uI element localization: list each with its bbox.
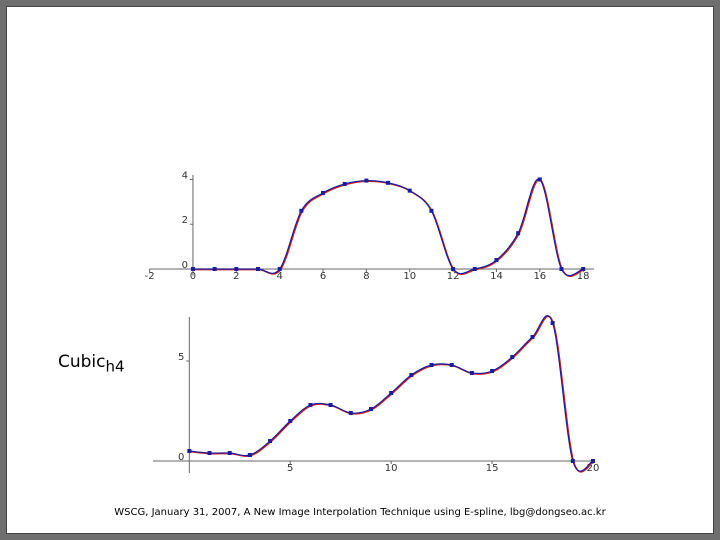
x-tick-label: 0 — [190, 271, 196, 282]
sample-point — [559, 266, 564, 271]
x-tick-label: 12 — [447, 271, 460, 282]
x-tick-label: 16 — [533, 271, 546, 282]
x-tick-label: 5 — [287, 463, 293, 474]
label-subscript: h4 — [105, 357, 125, 376]
y-tick-label: 0 — [182, 260, 188, 271]
x-tick-label: -2 — [145, 271, 155, 282]
slide-body — [6, 6, 714, 534]
sample-point — [451, 266, 456, 271]
sample-point — [407, 188, 412, 193]
interp-fit — [193, 179, 585, 277]
x-tick-label: 20 — [587, 463, 600, 474]
sample-point — [308, 403, 313, 407]
sample-point — [190, 266, 195, 271]
sample-point — [472, 266, 477, 271]
sample-point — [516, 231, 521, 236]
sample-point — [368, 407, 373, 411]
sample-point — [591, 459, 595, 463]
sample-point — [255, 266, 260, 271]
sample-point — [429, 363, 434, 367]
sample-point — [247, 453, 252, 457]
sample-point — [409, 373, 414, 377]
x-tick-label: 18 — [577, 271, 590, 282]
sample-point — [389, 391, 394, 395]
x-tick-label: 6 — [320, 271, 326, 282]
x-tick-label: 2 — [233, 271, 239, 282]
y-tick-label: 4 — [182, 170, 188, 181]
sample-point — [342, 181, 347, 186]
footer: WSCG, January 31, 2007, A New Image Inte… — [114, 507, 606, 518]
sample-point — [530, 335, 535, 339]
sample-point — [187, 449, 192, 453]
sample-point — [570, 459, 575, 463]
sample-point — [207, 451, 212, 455]
y-tick-label: 2 — [182, 215, 188, 226]
sample-point — [212, 266, 217, 271]
x-tick-label: 4 — [276, 271, 282, 282]
sample-point — [490, 369, 495, 373]
x-tick-label: 10 — [403, 271, 416, 282]
x-tick-label: 8 — [363, 271, 369, 282]
label-text: Cubic — [58, 352, 106, 372]
sample-point — [268, 439, 273, 443]
y-tick-label: 0 — [178, 452, 184, 463]
sample-point — [299, 208, 304, 213]
sample-point — [469, 371, 474, 375]
sample-point — [277, 266, 282, 271]
sample-point — [581, 266, 586, 271]
x-tick-label: 15 — [486, 463, 499, 474]
sample-point — [429, 208, 434, 213]
y-tick-label: 5 — [178, 352, 184, 363]
x-tick-label: 14 — [490, 271, 503, 282]
x-tick-label: 10 — [385, 463, 398, 474]
sample-point — [328, 403, 333, 407]
sample-point — [348, 411, 353, 415]
method-label: Cubich4 — [58, 352, 125, 375]
sample-point — [234, 266, 239, 271]
sample-point — [364, 178, 369, 183]
sample-point — [550, 321, 555, 325]
sample-point — [227, 451, 232, 455]
sample-point — [537, 177, 542, 182]
sample-point — [288, 419, 293, 423]
curve — [192, 178, 584, 277]
sample-point — [386, 180, 391, 185]
sample-point — [510, 355, 515, 359]
sample-point — [321, 190, 326, 195]
sample-point — [449, 363, 454, 367]
sample-point — [494, 258, 499, 263]
